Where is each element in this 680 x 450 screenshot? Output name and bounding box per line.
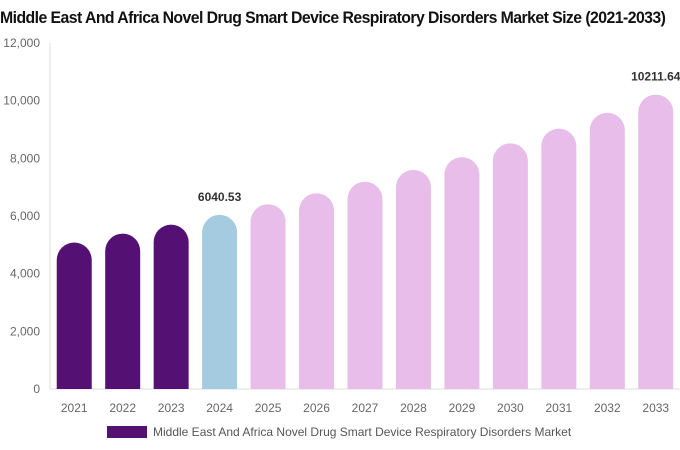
bar-2031 [541,128,577,389]
data-label: 6040.53 [198,190,242,204]
x-tick-label: 2028 [400,401,427,415]
data-label: 10211.64 [631,70,680,84]
bar-2033 [638,94,674,389]
bar-2032 [589,112,625,389]
x-tick-label: 2032 [594,401,621,415]
y-tick-label: 12,000 [3,36,40,50]
x-tick-label: 2026 [303,401,330,415]
x-tick-label: 2021 [61,401,88,415]
chart-title: Middle East And Africa Novel Drug Smart … [0,8,666,27]
x-tick-label: 2027 [352,401,379,415]
x-tick-label: 2030 [497,401,524,415]
x-tick-label: 2024 [206,401,233,415]
legend-swatch [107,426,147,438]
legend: Middle East And Africa Novel Drug Smart … [107,425,571,439]
x-tick-label: 2031 [545,401,572,415]
bar-2024 [202,214,238,389]
bar-2025 [250,204,286,389]
x-tick-label: 2033 [642,401,669,415]
x-tick-label: 2022 [109,401,136,415]
bar-2030 [492,143,528,389]
bar-2023 [153,224,189,389]
y-tick-label: 4,000 [10,267,40,281]
bar-2026 [299,193,335,389]
y-tick-label: 10,000 [3,94,40,108]
bar-2027 [347,181,383,389]
bar-2028 [395,169,431,389]
y-tick-label: 6,000 [10,209,40,223]
bar-2029 [444,157,480,389]
y-tick-label: 2,000 [10,324,40,338]
bar-2022 [105,233,141,389]
y-tick-label: 8,000 [10,151,40,165]
x-tick-label: 2029 [449,401,476,415]
legend-label: Middle East And Africa Novel Drug Smart … [153,425,572,439]
y-tick-label: 0 [33,382,40,396]
bar-2021 [56,242,92,389]
x-tick-label: 2025 [255,401,282,415]
x-tick-label: 2023 [158,401,185,415]
